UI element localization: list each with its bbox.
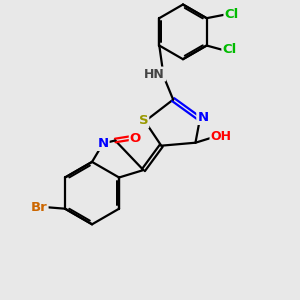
Text: OH: OH [211,130,232,143]
Text: N: N [197,111,208,124]
Text: Cl: Cl [224,8,239,21]
Text: O: O [130,132,141,145]
Text: Cl: Cl [222,44,237,56]
Text: HN: HN [144,68,165,81]
Text: N: N [98,137,109,150]
Text: S: S [139,114,148,127]
Text: Br: Br [31,201,47,214]
